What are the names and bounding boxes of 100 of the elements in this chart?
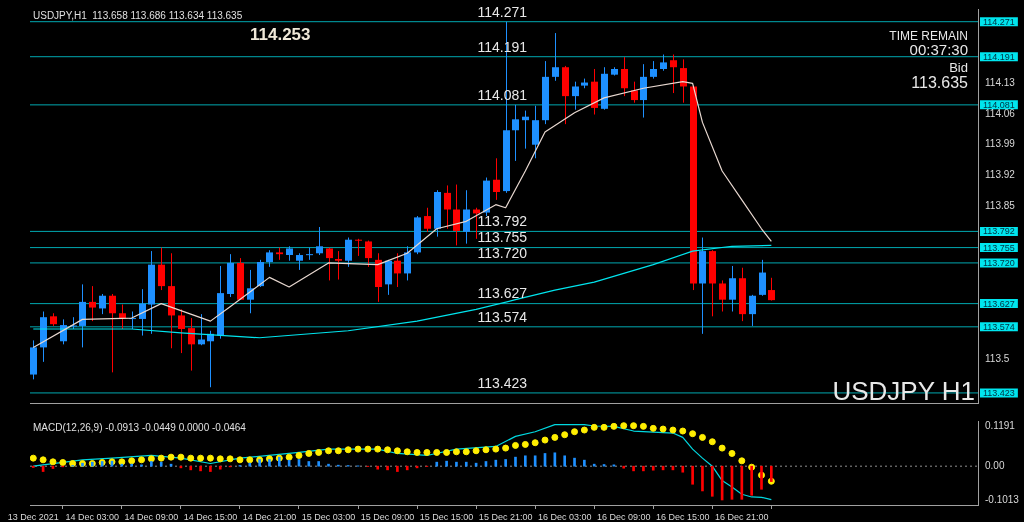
ref-line-label: 114.271 — [477, 3, 528, 20]
bar — [455, 461, 458, 467]
x-tick-label: 14 Dec 15:00 — [183, 511, 238, 522]
candlestick — [365, 240, 372, 268]
chart-title: USDJPY,H1 113.658 113.686 113.634 113.635 — [33, 9, 243, 21]
candlestick — [316, 226, 323, 256]
candlestick — [572, 81, 579, 111]
bar — [622, 465, 626, 469]
y-tick-label: 114.13 — [985, 77, 1016, 89]
bar — [386, 465, 389, 471]
annotation: 113.635 — [911, 74, 969, 91]
candlestick — [719, 279, 726, 312]
candlestick — [326, 247, 333, 281]
bar — [189, 465, 193, 471]
x-tick-label: 16 Dec 09:00 — [596, 511, 651, 522]
candlestick — [178, 308, 185, 354]
candlestick — [463, 189, 470, 245]
bar — [140, 464, 143, 467]
candlestick — [99, 293, 106, 315]
bar — [317, 461, 320, 467]
candlestick — [424, 207, 431, 233]
candlestick — [552, 32, 559, 82]
y-tick-label: 114.06 — [985, 107, 1016, 119]
candlestick — [729, 265, 736, 312]
candlestick — [768, 277, 775, 302]
bar — [31, 465, 35, 468]
bar — [277, 456, 281, 467]
bar — [563, 455, 567, 467]
ref-line-label: 113.423 — [477, 374, 528, 391]
bar — [651, 465, 655, 471]
y-tick-label: -0.1013 — [985, 493, 1020, 505]
bar — [642, 465, 645, 472]
text: 114.191 — [983, 51, 1015, 62]
x-tick-label: 14 Dec 09:00 — [124, 511, 179, 522]
bar — [602, 464, 606, 467]
x-tick-label: 13 Dec 2021 — [7, 511, 59, 522]
candlestick — [631, 81, 638, 104]
candlestick — [139, 288, 146, 337]
text: 113.720 — [983, 257, 1015, 268]
bar — [464, 461, 468, 467]
ref-line-label: 113.627 — [477, 285, 528, 302]
x-tick-label: 16 Dec 21:00 — [715, 511, 769, 522]
candlestick — [444, 184, 451, 230]
text: 113.755 — [983, 242, 1015, 253]
bar — [632, 465, 635, 472]
text: 113.574 — [983, 321, 1015, 332]
candlestick — [640, 63, 647, 119]
bar — [710, 465, 714, 497]
y-tick-label: 113.85 — [985, 199, 1016, 211]
bar — [760, 465, 763, 490]
text: 113.792 — [983, 226, 1015, 237]
text: 114.271 — [983, 16, 1015, 27]
ref-line-label: 113.574 — [477, 308, 528, 325]
y-tick-label: 113.99 — [985, 138, 1016, 150]
candlestick — [759, 259, 766, 297]
candlestick — [158, 247, 165, 291]
y-tick-label: 0.00 — [985, 459, 1005, 471]
x-tick-label: 16 Dec 15:00 — [656, 511, 710, 522]
candlestick — [335, 250, 342, 281]
candlestick — [306, 247, 313, 261]
x-tick-label: 15 Dec 09:00 — [360, 511, 415, 522]
annotation: TIME REMAIN — [889, 29, 968, 43]
ref-line-label: 113.755 — [477, 229, 528, 246]
y-tick-label: 113.5 — [985, 352, 1010, 364]
bar — [681, 465, 685, 473]
candlestick — [749, 294, 756, 327]
candlestick — [355, 238, 362, 257]
candlestick — [345, 237, 352, 268]
y-tick-label: 0.1191 — [985, 420, 1016, 432]
annotation: 00:37:30 — [909, 41, 968, 58]
bar — [405, 465, 409, 471]
candlestick — [188, 317, 195, 372]
candlestick — [385, 259, 392, 296]
annotation: USDJPY H1 — [832, 376, 975, 406]
x-tick-label: 16 Dec 03:00 — [537, 511, 592, 522]
bar — [523, 455, 527, 467]
bar — [307, 461, 311, 467]
candlestick — [493, 157, 500, 201]
text: 113.423 — [983, 387, 1015, 398]
candlestick — [670, 54, 677, 94]
x-tick-label: 14 Dec 21:00 — [242, 511, 297, 522]
x-tick-label: 15 Dec 03:00 — [301, 511, 356, 522]
candlestick — [89, 285, 96, 322]
bar — [504, 459, 507, 467]
bar — [209, 465, 212, 472]
bar — [583, 459, 586, 467]
bar — [701, 465, 704, 492]
bar — [592, 463, 596, 467]
candlestick — [512, 104, 519, 162]
text: 114.081 — [983, 99, 1015, 110]
bar — [691, 465, 694, 485]
candlestick — [394, 252, 401, 288]
y-tick-label: 113.92 — [985, 169, 1016, 181]
ref-line-label: 113.720 — [477, 244, 528, 261]
bar — [435, 461, 439, 467]
bar — [199, 465, 202, 472]
candlestick — [453, 184, 460, 246]
annotation: Bid — [949, 60, 968, 75]
bar — [376, 465, 380, 470]
candlestick — [621, 56, 628, 97]
